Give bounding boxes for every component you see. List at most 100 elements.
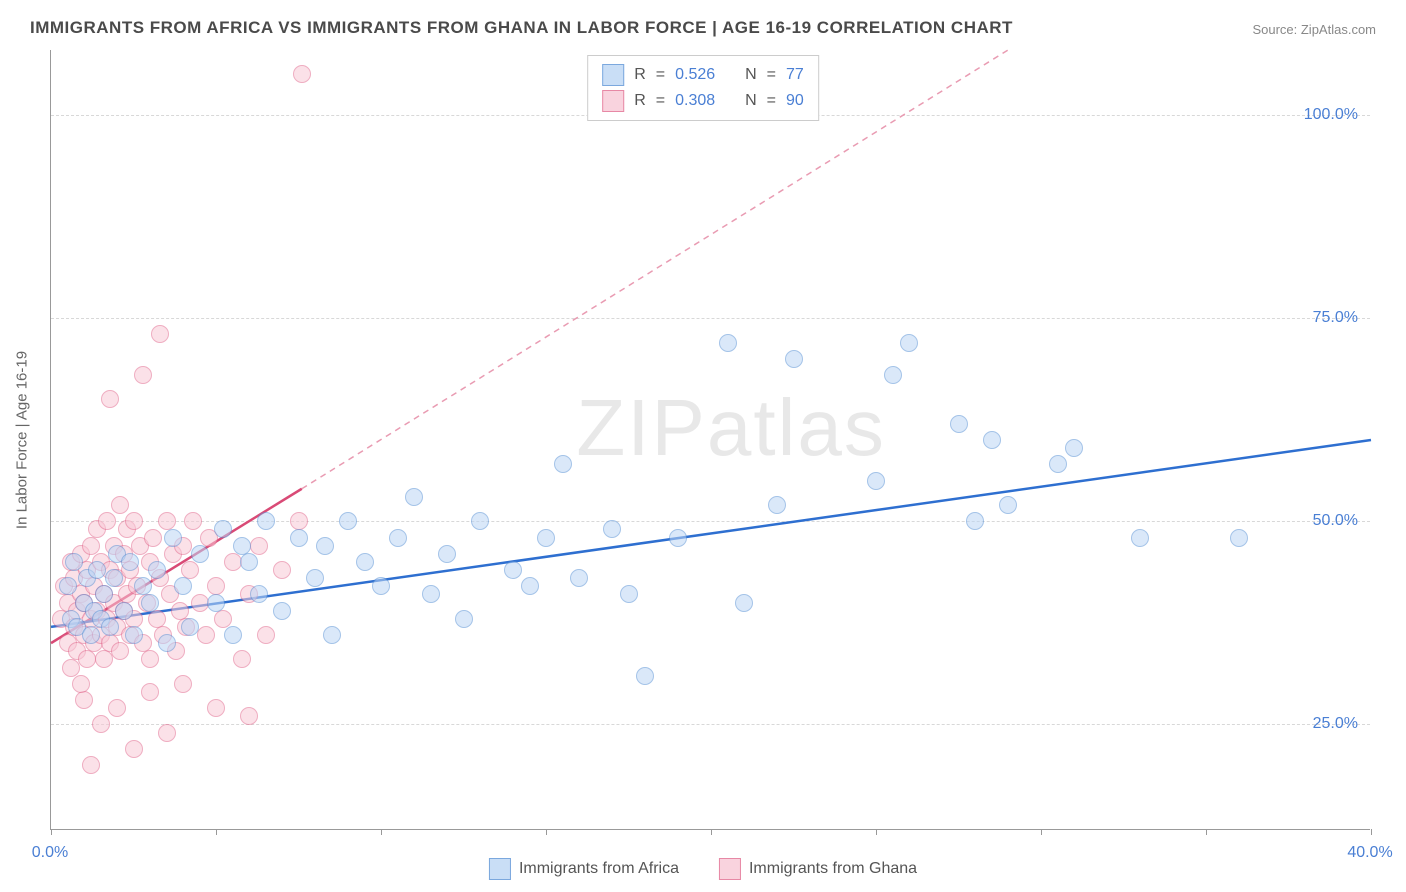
data-point-africa [240,553,258,571]
correlation-legend: R=0.526N=77R=0.308N=90 [587,55,819,121]
legend-eq: = [656,66,665,84]
legend-eq: = [767,66,776,84]
series-label: Immigrants from Ghana [749,860,917,878]
data-point-ghana [75,691,93,709]
x-tick-label: 40.0% [1347,844,1392,862]
data-point-ghana [144,529,162,547]
legend-swatch-ghana [719,858,741,880]
data-point-africa [438,545,456,563]
data-point-africa [164,529,182,547]
legend-swatch-africa [602,64,624,86]
data-point-africa [999,496,1017,514]
y-axis-label: In Labor Force | Age 16-19 [14,351,31,529]
x-tick [51,829,52,835]
data-point-ghana [207,699,225,717]
data-point-ghana [141,650,159,668]
data-point-africa [125,626,143,644]
data-point-ghana [134,366,152,384]
x-tick [711,829,712,835]
data-point-africa [323,626,341,644]
data-point-ghana [101,390,119,408]
y-tick-label: 25.0% [1313,715,1358,733]
legend-swatch-africa [489,858,511,880]
data-point-africa [719,334,737,352]
data-point-africa [455,610,473,628]
data-point-ghana [111,496,129,514]
data-point-ghana [191,594,209,612]
data-point-africa [1131,529,1149,547]
data-point-ghana [62,659,80,677]
x-tick [216,829,217,835]
data-point-ghana [214,610,232,628]
legend-r-value: 0.308 [675,92,735,110]
x-tick [1371,829,1372,835]
data-point-africa [148,561,166,579]
data-point-africa [273,602,291,620]
data-point-africa [867,472,885,490]
data-point-africa [101,618,119,636]
data-point-ghana [250,537,268,555]
grid-line [51,318,1370,319]
y-tick-label: 100.0% [1304,106,1358,124]
grid-line [51,521,1370,522]
data-point-africa [250,585,268,603]
data-point-africa [768,496,786,514]
data-point-africa [521,577,539,595]
data-point-africa [966,512,984,530]
data-point-ghana [257,626,275,644]
data-point-africa [900,334,918,352]
data-point-ghana [78,650,96,668]
data-point-ghana [125,512,143,530]
data-point-ghana [174,675,192,693]
data-point-africa [356,553,374,571]
data-point-africa [471,512,489,530]
data-point-ghana [92,715,110,733]
data-point-africa [603,520,621,538]
data-point-ghana [233,650,251,668]
data-point-africa [950,415,968,433]
x-tick [1206,829,1207,835]
data-point-africa [983,431,1001,449]
legend-r-label: R [634,66,646,84]
data-point-ghana [82,756,100,774]
data-point-ghana [224,553,242,571]
data-point-africa [1065,439,1083,457]
x-tick [1041,829,1042,835]
data-point-ghana [72,675,90,693]
legend-eq: = [656,92,665,110]
data-point-africa [214,520,232,538]
data-point-africa [224,626,242,644]
legend-n-value: 90 [786,92,804,110]
data-point-africa [570,569,588,587]
data-point-africa [207,594,225,612]
data-point-africa [636,667,654,685]
data-point-africa [59,577,77,595]
data-point-africa [290,529,308,547]
y-tick-label: 50.0% [1313,512,1358,530]
data-point-africa [121,553,139,571]
data-point-ghana [184,512,202,530]
data-point-ghana [197,626,215,644]
data-point-africa [1230,529,1248,547]
data-point-africa [95,585,113,603]
data-point-africa [405,488,423,506]
data-point-africa [105,569,123,587]
data-point-africa [669,529,687,547]
data-point-africa [316,537,334,555]
data-point-africa [88,561,106,579]
data-point-africa [174,577,192,595]
data-point-africa [537,529,555,547]
data-point-africa [181,618,199,636]
legend-n-value: 77 [786,66,804,84]
x-tick [381,829,382,835]
series-legend-ghana: Immigrants from Ghana [719,858,917,880]
data-point-ghana [95,650,113,668]
data-point-africa [306,569,324,587]
data-point-africa [735,594,753,612]
data-point-africa [785,350,803,368]
data-point-africa [422,585,440,603]
data-point-ghana [141,683,159,701]
data-point-ghana [293,65,311,83]
data-point-africa [339,512,357,530]
data-point-africa [115,602,133,620]
